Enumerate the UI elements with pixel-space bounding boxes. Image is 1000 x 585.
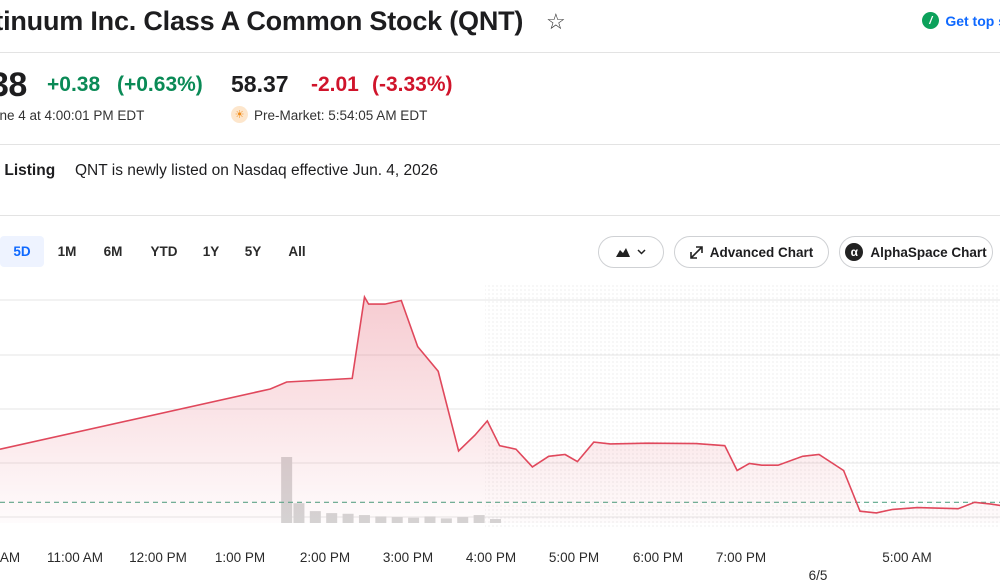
premarket-timestamp: Pre-Market: 5:54:05 AM EDT [254,108,428,123]
price-chart[interactable]: AM 11:00 AM 12:00 PM 1:00 PM 2:00 PM 3:00 PM 4… [0,285,1000,585]
chevron-down-icon [637,249,646,255]
range-tab-5y[interactable]: 5Y [244,244,262,259]
x-tick-label: 3:00 PM [383,550,433,565]
x-tick-label: 5:00 PM [549,550,599,565]
get-top-stocks-link[interactable]: / Get top s [922,12,1000,29]
x-tick-label: 1:00 PM [215,550,265,565]
divider [0,144,1000,145]
mountain-chart-icon [616,248,630,257]
range-tab-1y[interactable]: 1Y [202,244,220,259]
close-change: +0.38 [47,73,101,96]
advanced-chart-label: Advanced Chart [709,244,814,260]
range-tab-all[interactable]: All [288,244,306,259]
alphaspace-chart-button[interactable]: α AlphaSpace Chart [839,236,993,268]
watchlist-star-icon[interactable]: ☆ [546,9,566,34]
divider [0,52,1000,53]
x-tick-label: 12:00 PM [129,550,187,565]
x-tick-label: 6/5 [809,568,828,583]
x-axis-labels: AM 11:00 AM 12:00 PM 1:00 PM 2:00 PM 3:00 PM 4… [0,550,932,583]
x-tick-label: AM [0,550,20,565]
advanced-chart-button[interactable]: Advanced Chart [674,236,829,268]
price-area [0,297,1000,523]
expand-icon [689,245,703,259]
pencil-icon: / [922,12,940,29]
range-tab-ytd[interactable]: YTD [150,244,178,259]
x-tick-label: 5:00 AM [882,550,932,565]
premarket-change: -2.01 [311,73,359,96]
close-change-pct: (+0.63%) [117,73,203,96]
premarket-price: 58.37 [231,71,289,97]
alphaspace-icon: α [845,243,864,261]
x-tick-label: 4:00 PM [466,550,516,565]
divider [0,215,1000,216]
new-listing-text: QNT is newly listed on Nasdaq effective … [75,162,439,179]
sunrise-icon: ☀ [231,106,248,123]
promo-label: Get top s [945,12,1000,29]
range-tab-6m[interactable]: 6M [103,244,123,259]
x-tick-label: 7:00 PM [716,550,766,565]
price-line [0,294,1000,514]
x-tick-label: 2:00 PM [300,550,350,565]
x-tick-label: 6:00 PM [633,550,683,565]
range-tab-5d[interactable]: 5D [0,236,44,267]
page-title: ntinuum Inc. Class A Common Stock (QNT) [0,6,524,36]
close-timestamp: une 4 at 4:00:01 PM EDT [0,108,145,123]
alphaspace-chart-label: AlphaSpace Chart [870,244,987,260]
chart-type-dropdown[interactable] [598,236,664,268]
close-price: 38 [0,66,27,104]
range-tab-1m[interactable]: 1M [57,244,77,259]
premarket-change-pct: (-3.33%) [372,73,453,96]
x-tick-label: 11:00 AM [47,550,103,565]
new-listing-label: w Listing [0,162,56,179]
